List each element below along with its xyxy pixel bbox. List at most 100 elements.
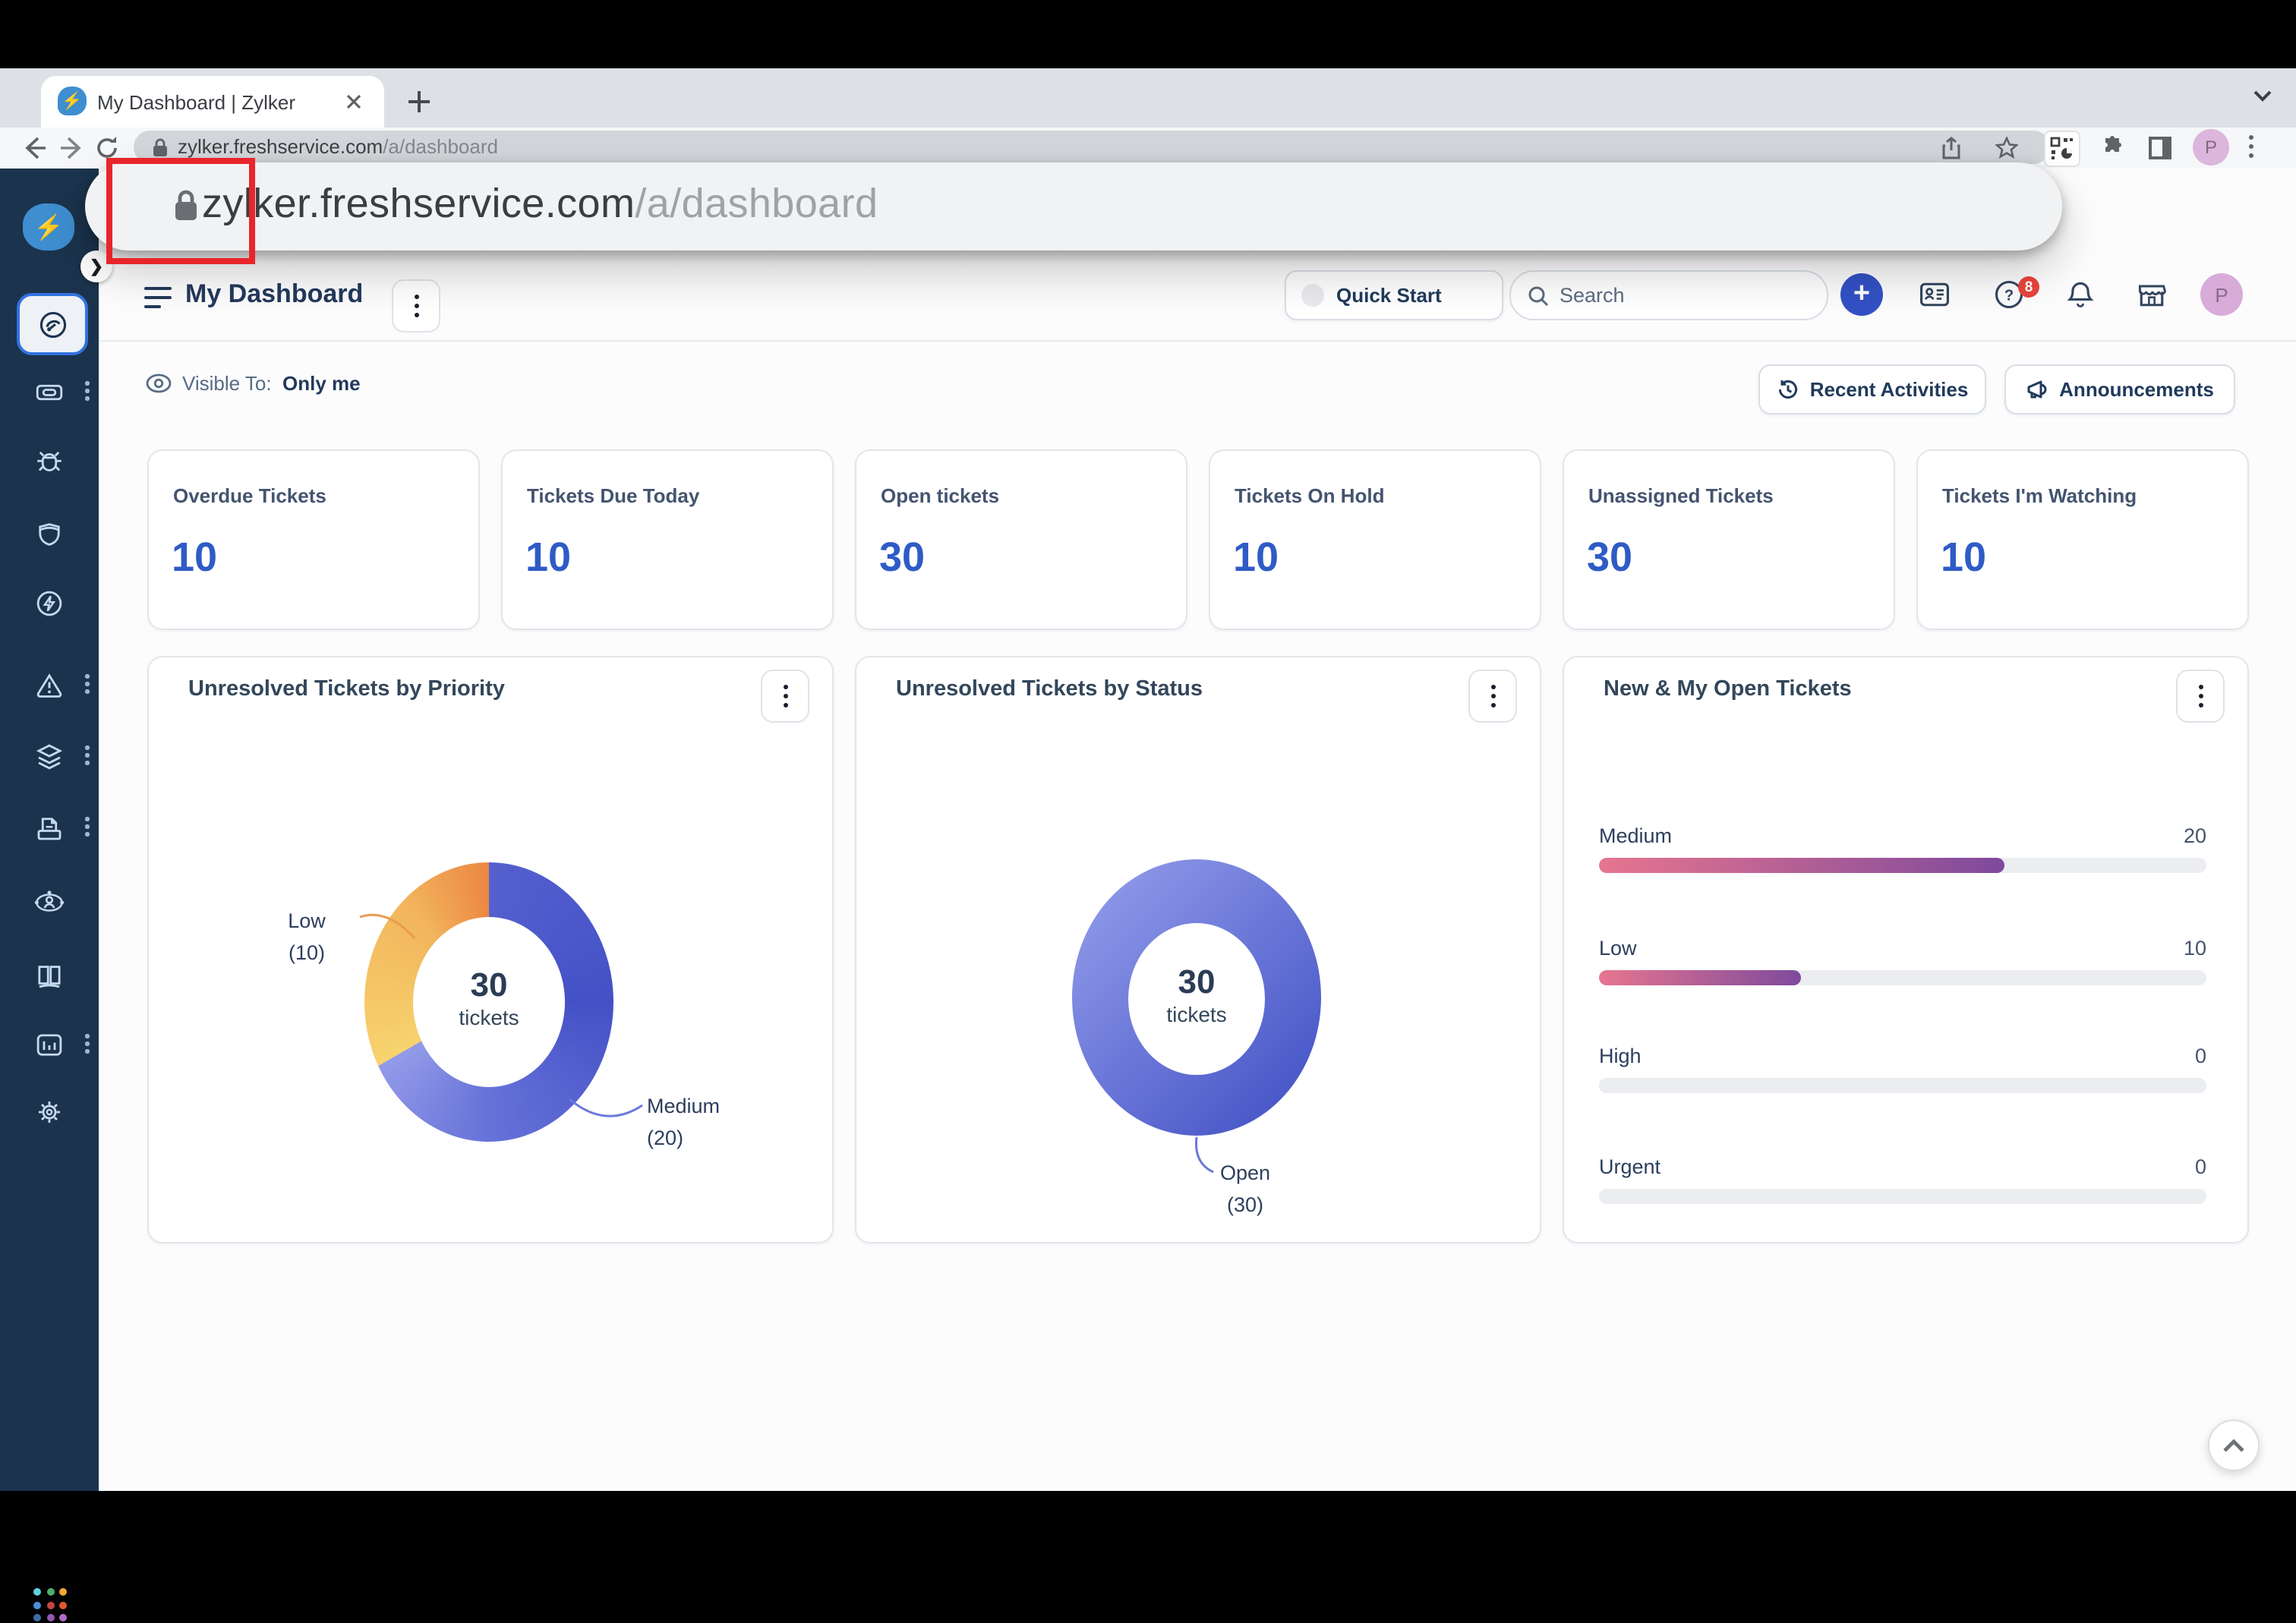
history-clock-icon — [1778, 380, 1797, 399]
panel-open-tickets-title: New & My Open Tickets — [1604, 677, 1852, 701]
sidebar-item-tickets[interactable] — [33, 377, 65, 408]
overlay-lock-icon — [175, 190, 197, 220]
new-tab-icon[interactable] — [407, 90, 431, 114]
stat-card-due-today[interactable]: Tickets Due Today 10 — [501, 449, 834, 630]
browser-menu-kebab-icon[interactable] — [2249, 135, 2254, 158]
search-input[interactable]: Search — [1509, 270, 1828, 320]
scroll-to-top-button[interactable] — [2208, 1420, 2260, 1471]
stat-card-watching[interactable]: Tickets I'm Watching 10 — [1916, 449, 2249, 630]
announcements-button[interactable]: Announcements — [2004, 364, 2235, 414]
stat-card-unassigned[interactable]: Unassigned Tickets 30 — [1563, 449, 1895, 630]
sidebar-item-admin[interactable] — [33, 1096, 65, 1128]
bar-row-label: High — [1599, 1045, 1642, 1067]
highlight-red-box — [106, 158, 255, 264]
stat-card-open[interactable]: Open tickets 30 — [855, 449, 1187, 630]
window-top-strip — [0, 0, 2296, 68]
panel-status-title: Unresolved Tickets by Status — [896, 677, 1203, 701]
bar-row-label: Low — [1599, 937, 1637, 960]
sidebar-item-bugs[interactable] — [33, 446, 65, 478]
bar-row-value: 0 — [2194, 1155, 2206, 1178]
search-placeholder: Search — [1560, 284, 1625, 307]
tab-title: My Dashboard | Zylker — [97, 91, 296, 114]
tickets-kebab-icon[interactable] — [85, 381, 90, 404]
page-title: My Dashboard — [185, 279, 364, 308]
priority-center-value: 30 — [470, 966, 508, 1004]
bar-row-label: Medium — [1599, 824, 1673, 847]
sidebar-item-automation[interactable] — [33, 588, 65, 619]
recent-activities-button[interactable]: Recent Activities — [1758, 364, 1986, 414]
overlay-url-text: zylker.freshservice.com/a/dashboard — [202, 181, 878, 226]
chevron-up-icon — [2223, 1439, 2244, 1452]
status-center-value: 30 — [1178, 963, 1216, 1001]
freshworks-switcher-icon[interactable] — [33, 1588, 68, 1623]
bar-track[interactable] — [1599, 1078, 2206, 1093]
search-icon — [1528, 285, 1549, 306]
analytics-kebab-icon[interactable] — [85, 1034, 90, 1057]
stat-card-overdue[interactable]: Overdue Tickets 10 — [147, 449, 480, 630]
freshservice-favicon: ⚡ — [58, 87, 87, 115]
freshservice-logo[interactable]: ⚡ — [23, 203, 74, 251]
priority-medium-label: Medium (20) — [647, 1095, 721, 1149]
priority-low-label: Low (10) — [288, 909, 326, 964]
status-center-unit: tickets — [1166, 1002, 1227, 1026]
panel-priority-kebab-button[interactable] — [761, 670, 809, 723]
panel-open-tickets-kebab-button[interactable] — [2176, 670, 2225, 723]
sidebar-item-analytics[interactable] — [33, 1029, 65, 1061]
sidebar-item-layers[interactable] — [33, 741, 65, 773]
tab-list-chevron-icon[interactable] — [2250, 84, 2275, 108]
layers-kebab-icon[interactable] — [85, 745, 90, 768]
priority-center-unit: tickets — [459, 1005, 519, 1029]
bar-track[interactable] — [1599, 970, 2206, 985]
assets-kebab-icon[interactable] — [85, 817, 90, 840]
forward-icon[interactable] — [59, 135, 85, 161]
marketplace-store-icon[interactable] — [2135, 278, 2168, 311]
bar-row-value: 0 — [2194, 1045, 2206, 1067]
quick-start-button[interactable]: Quick Start — [1285, 270, 1503, 320]
dashboard-kebab-button[interactable] — [392, 279, 440, 332]
user-avatar[interactable]: P — [2200, 273, 2243, 316]
sidebar-item-knowledge-base[interactable] — [33, 960, 65, 991]
stat-card-on-hold[interactable]: Tickets On Hold 10 — [1209, 449, 1541, 630]
bar-row-value: 10 — [2183, 937, 2206, 960]
quick-start-spinner-icon — [1301, 284, 1324, 307]
svg-text:?: ? — [2004, 287, 2014, 304]
sidebar-item-service-catalog[interactable] — [33, 887, 65, 919]
sidebar-item-alerts[interactable] — [33, 670, 65, 701]
eye-icon — [146, 373, 172, 393]
extension-qr-icon[interactable] — [2044, 131, 2080, 167]
create-new-button[interactable]: + — [1840, 273, 1883, 316]
contacts-card-icon[interactable] — [1918, 278, 1951, 311]
back-icon[interactable] — [21, 135, 47, 161]
status-open-label: Open (30) — [1219, 1161, 1271, 1216]
bar-row-value: 20 — [2183, 824, 2206, 847]
bar-row-label: Urgent — [1599, 1155, 1661, 1178]
side-panel-icon[interactable] — [2147, 135, 2173, 161]
bell-icon[interactable] — [2064, 278, 2097, 311]
bookmark-star-icon[interactable] — [1995, 137, 2018, 159]
tab-close-icon[interactable] — [345, 93, 363, 111]
browser-profile-avatar[interactable]: P — [2193, 129, 2229, 165]
share-icon[interactable] — [1941, 137, 1962, 159]
panel-status-kebab-button[interactable] — [1468, 670, 1517, 723]
favicon-bolt-icon: ⚡ — [62, 93, 83, 111]
alerts-kebab-icon[interactable] — [85, 674, 90, 697]
visible-to-value[interactable]: Only me — [282, 372, 361, 395]
sidebar-item-security[interactable] — [33, 518, 65, 550]
panel-open-tickets — [1563, 656, 2249, 1243]
notification-count-badge: 8 — [2018, 276, 2039, 298]
extensions-puzzle-icon[interactable] — [2099, 134, 2126, 161]
browser-tab[interactable]: ⚡ My Dashboard | Zylker — [41, 76, 384, 128]
header-divider — [99, 340, 2296, 342]
megaphone-icon — [2027, 380, 2047, 399]
address-bar-url: zylker.freshservice.com/a/dashboard — [178, 135, 498, 158]
sidebar-item-assets[interactable] — [33, 812, 65, 844]
reload-icon[interactable] — [94, 135, 120, 161]
bar-track[interactable] — [1599, 1189, 2206, 1204]
sidebar-item-dashboard[interactable] — [17, 293, 88, 355]
dashboard-menu-icon[interactable] — [144, 287, 172, 314]
address-bar[interactable]: zylker.freshservice.com/a/dashboard — [134, 131, 2050, 164]
bar-track[interactable] — [1599, 858, 2206, 873]
lock-icon — [153, 138, 167, 156]
visible-to-label: Visible To: — [182, 372, 272, 395]
